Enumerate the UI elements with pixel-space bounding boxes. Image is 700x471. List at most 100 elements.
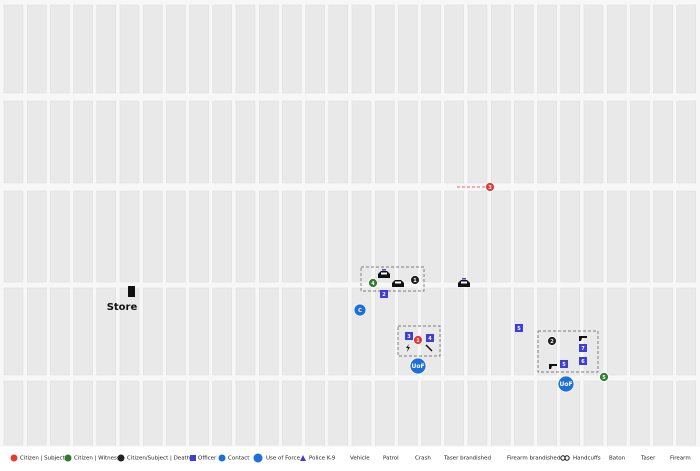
block — [630, 287, 650, 376]
block — [26, 380, 47, 446]
block — [514, 380, 534, 446]
block — [606, 100, 627, 184]
marker-label: UoF — [411, 363, 424, 370]
firearm-icon — [579, 336, 587, 341]
legend-icon — [190, 455, 196, 461]
block — [258, 4, 279, 94]
block — [50, 287, 70, 376]
block — [189, 190, 209, 283]
marker-label: 3 — [407, 334, 411, 340]
block — [490, 100, 511, 184]
legend-label: Citizen | Witness — [74, 456, 120, 462]
block — [467, 287, 488, 376]
block — [653, 287, 673, 376]
taser-icon — [406, 344, 410, 352]
officer-marker — [426, 334, 434, 342]
legend-label: Firearm brandished — [507, 456, 560, 462]
block — [189, 4, 209, 94]
contact-marker — [353, 303, 367, 317]
block — [282, 190, 302, 283]
block — [328, 4, 349, 94]
legend-label: Baton — [609, 456, 626, 462]
block — [490, 380, 511, 446]
block — [374, 190, 395, 283]
block — [3, 287, 24, 376]
block — [166, 287, 186, 376]
witness-marker — [368, 278, 378, 288]
subject-marker — [485, 182, 495, 192]
block — [653, 190, 673, 283]
block — [676, 287, 697, 376]
legend-icon — [218, 454, 226, 462]
marker-label: 3 — [488, 185, 492, 191]
block — [119, 380, 140, 446]
vehicle-window — [461, 281, 467, 284]
block — [282, 4, 302, 94]
block — [96, 287, 117, 376]
legend-label: Handcuffs — [573, 456, 601, 462]
block — [421, 287, 441, 376]
block — [653, 100, 673, 184]
block — [119, 190, 140, 283]
block — [305, 380, 325, 446]
vehicle-window — [395, 281, 401, 284]
block — [258, 190, 279, 283]
block — [328, 287, 349, 376]
block — [421, 100, 441, 184]
block — [351, 287, 372, 376]
block — [305, 4, 325, 94]
block — [26, 190, 47, 283]
block — [676, 190, 697, 283]
vehicle-window — [381, 272, 387, 275]
block — [73, 100, 93, 184]
subject-marker — [413, 335, 423, 345]
legend-label: Citizen/Subject | Death — [127, 456, 191, 462]
block — [142, 287, 163, 376]
block — [537, 100, 557, 184]
block — [189, 100, 209, 184]
block — [305, 100, 325, 184]
block — [26, 100, 47, 184]
legend-bar — [0, 447, 700, 471]
block — [398, 190, 418, 283]
block — [467, 4, 488, 94]
marker-label: 7 — [581, 346, 585, 352]
officer-marker — [380, 290, 388, 298]
block — [514, 100, 534, 184]
block — [490, 190, 511, 283]
legend-label: Contact — [228, 456, 250, 462]
block — [235, 287, 256, 376]
block — [3, 190, 24, 283]
block — [119, 4, 140, 94]
block — [444, 190, 465, 283]
block — [26, 287, 47, 376]
block — [166, 380, 186, 446]
block — [3, 380, 24, 446]
block — [73, 380, 93, 446]
block — [444, 380, 465, 446]
marker-label: 4 — [428, 336, 432, 342]
block — [212, 380, 233, 446]
block — [514, 287, 534, 376]
block — [398, 4, 418, 94]
marker-label: 2 — [550, 339, 554, 345]
legend-label: Use of Force — [266, 456, 301, 462]
legend-label: Patrol — [383, 456, 399, 462]
uof-marker — [409, 357, 427, 375]
group-box — [537, 330, 599, 373]
block — [606, 190, 627, 283]
officer-marker — [515, 324, 523, 332]
patrol-light — [382, 269, 386, 271]
legend-label: Crash — [415, 456, 431, 462]
legend-icon — [64, 454, 72, 462]
block — [50, 380, 70, 446]
marker-label: UoF — [559, 381, 572, 388]
block — [212, 4, 233, 94]
block — [398, 287, 418, 376]
block — [421, 380, 441, 446]
block — [96, 4, 117, 94]
block — [444, 287, 465, 376]
block — [235, 380, 256, 446]
block — [50, 100, 70, 184]
